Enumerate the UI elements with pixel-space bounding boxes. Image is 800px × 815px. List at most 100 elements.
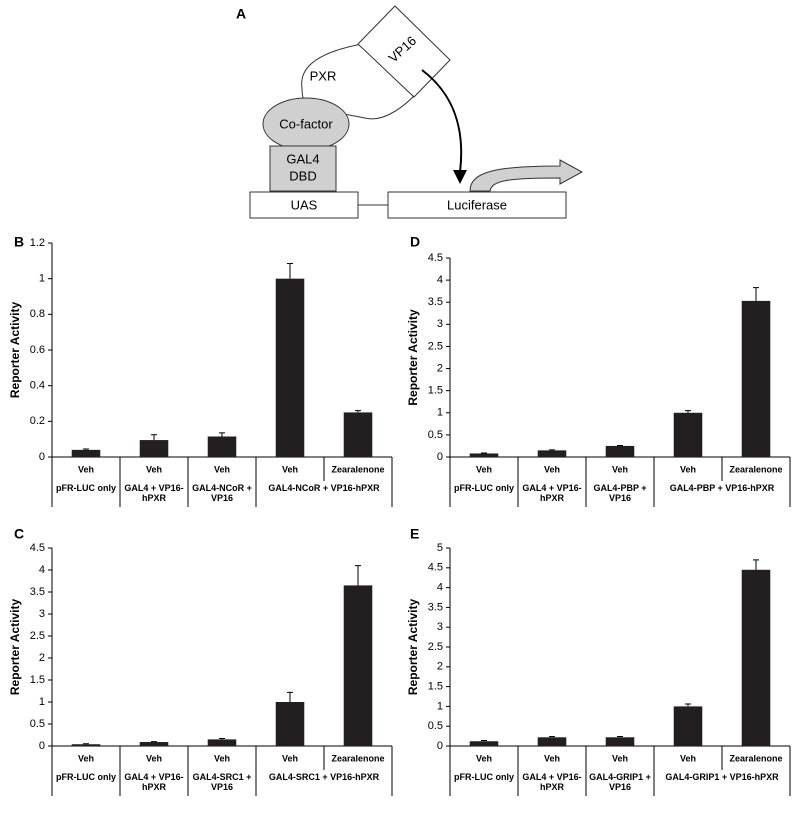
y-tick-label: 0.5: [30, 718, 45, 730]
y-tick-label: 2.5: [428, 340, 443, 352]
group-label-box: GAL4-PBP + VP16: [588, 483, 652, 507]
y-tick-label: 4.5: [30, 542, 45, 554]
arrow-head: [453, 170, 467, 184]
group-label-box: GAL4 + VP16-hPXR: [122, 483, 186, 507]
group-label: GAL4 + VP16-hPXR: [122, 772, 186, 792]
group-label: GAL4-SRC1 + VP16-hPXR: [258, 772, 390, 782]
group-label-box: pFR-LUC only: [54, 483, 118, 507]
error-bar: [219, 739, 225, 740]
group-label-box: GAL4-GRIP1 + VP16-hPXR: [656, 772, 788, 796]
panel-label: C: [14, 526, 24, 542]
error-bar: [355, 411, 361, 413]
group-label: GAL4-PBP + VP16: [588, 483, 652, 503]
bar: [742, 301, 771, 457]
y-tick-label: 2.5: [428, 641, 443, 653]
y-axis-label: Reporter Activity: [8, 599, 22, 696]
group-label-box: GAL4-SRC1 + VP16-hPXR: [258, 772, 390, 796]
bar: [72, 744, 101, 746]
bar: [538, 737, 567, 746]
group-label-box: pFR-LUC only: [54, 772, 118, 796]
error-bar: [549, 736, 555, 737]
x-tick-label: Veh: [214, 464, 230, 474]
group-label: pFR-LUC only: [54, 772, 118, 782]
group-label-box: GAL4-NCoR + VP16: [190, 483, 254, 507]
luciferase-label: Luciferase: [447, 197, 507, 212]
error-bar: [287, 692, 293, 702]
bar: [208, 739, 237, 746]
error-bar: [151, 435, 157, 440]
x-tick-label: Veh: [146, 753, 162, 763]
error-bar: [83, 449, 89, 450]
diagram: A VP16 PXR Co-factor GAL4 DBD UAS Lucife…: [236, 6, 582, 218]
group-label: GAL4-PBP + VP16-hPXR: [656, 483, 788, 493]
y-tick-label: 1: [39, 696, 45, 708]
panel-label: A: [236, 6, 246, 22]
group-label-box: GAL4 + VP16-hPXR: [122, 772, 186, 796]
group-label: GAL4 + VP16-hPXR: [520, 772, 584, 792]
x-tick-label: Veh: [78, 753, 94, 763]
y-tick-label: 2: [39, 652, 45, 664]
y-tick-label: 4.5: [428, 252, 443, 264]
bar: [674, 706, 703, 746]
group-label-box: GAL4-GRIP1 + VP16: [588, 772, 652, 796]
dbd-label: DBD: [289, 168, 316, 183]
bar: [606, 737, 635, 746]
group-label: GAL4-NCoR + VP16-hPXR: [258, 483, 390, 493]
x-tick-label: Veh: [282, 753, 298, 763]
error-bar: [685, 411, 691, 413]
x-tick-label: Zearalenone: [729, 464, 782, 474]
group-label-box: GAL4-NCoR + VP16-hPXR: [258, 483, 390, 507]
x-tick-label: Veh: [78, 464, 94, 474]
x-tick-label: Veh: [612, 464, 628, 474]
y-tick-label: 5: [437, 542, 443, 554]
y-tick-label: 3: [437, 318, 443, 330]
group-label: GAL4-GRIP1 + VP16: [588, 772, 652, 792]
bar: [470, 453, 499, 457]
bar: [276, 279, 305, 457]
x-tick-label: Veh: [612, 753, 628, 763]
group-label: pFR-LUC only: [54, 483, 118, 493]
y-tick-label: 2.5: [30, 630, 45, 642]
bar: [538, 450, 567, 457]
x-tick-label: Veh: [282, 464, 298, 474]
x-tick-label: Veh: [476, 464, 492, 474]
x-tick-label: Veh: [680, 464, 696, 474]
x-tick-label: Zearalenone: [331, 753, 384, 763]
y-axis-label: Reporter Activity: [406, 309, 420, 406]
y-tick-label: 3.5: [428, 296, 443, 308]
group-label-box: pFR-LUC only: [452, 483, 516, 507]
x-tick-label: Veh: [544, 464, 560, 474]
group-label: GAL4-NCoR + VP16: [190, 483, 254, 503]
y-axis-label: Reporter Activity: [406, 599, 420, 696]
y-tick-label: 4: [39, 564, 45, 576]
x-tick-label: Veh: [146, 464, 162, 474]
group-label: pFR-LUC only: [452, 483, 516, 493]
group-label: GAL4 + VP16-hPXR: [520, 483, 584, 503]
bar: [470, 741, 499, 746]
group-label-box: GAL4 + VP16-hPXR: [520, 772, 584, 796]
error-bar: [481, 740, 487, 741]
y-tick-label: 4.5: [428, 562, 443, 574]
y-tick-label: 1.5: [428, 681, 443, 693]
y-tick-label: 1: [437, 407, 443, 419]
bar: [742, 570, 771, 746]
y-tick-label: 0.2: [30, 415, 45, 427]
y-tick-label: 1.5: [30, 674, 45, 686]
error-bar: [287, 264, 293, 279]
y-tick-label: 0: [39, 740, 45, 752]
x-tick-label: Veh: [544, 753, 560, 763]
group-label-box: GAL4-SRC1 + VP16: [190, 772, 254, 796]
error-bar: [685, 704, 691, 706]
error-bar: [219, 433, 225, 437]
group-label-box: GAL4-PBP + VP16-hPXR: [656, 483, 788, 507]
bar: [276, 702, 305, 746]
x-tick-label: Zearalenone: [729, 753, 782, 763]
group-label: GAL4-GRIP1 + VP16-hPXR: [656, 772, 788, 782]
panel-label: B: [14, 234, 24, 250]
bar: [606, 446, 635, 457]
group-label-box: pFR-LUC only: [452, 772, 516, 796]
y-tick-label: 4: [437, 582, 443, 594]
